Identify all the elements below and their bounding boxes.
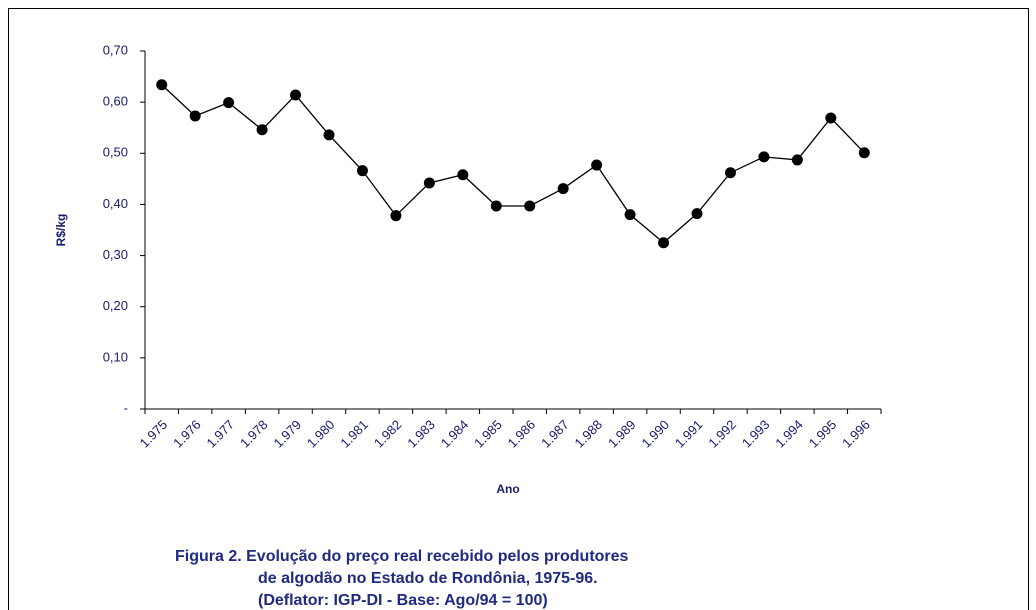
point — [189, 110, 201, 122]
x-tick-label: 1.988 — [572, 417, 606, 451]
x-tick-label: 1.983 — [404, 417, 438, 451]
x-tick-label: 1.981 — [337, 417, 371, 451]
point — [791, 154, 803, 166]
y-axis-title: R$/kg — [54, 214, 68, 247]
x-tick-label: 1.980 — [304, 417, 338, 451]
y-tick-label: 0,30 — [103, 247, 128, 262]
point — [490, 200, 502, 212]
x-tick-label: 1.987 — [538, 417, 572, 451]
x-axis-title: Ano — [496, 482, 519, 496]
caption: de algodão no Estado de Rondônia, 1975-9… — [258, 570, 598, 587]
point — [524, 200, 536, 212]
x-tick-label: 1.991 — [672, 417, 706, 451]
point — [423, 177, 435, 189]
x-tick-label: 1.993 — [739, 417, 773, 451]
point — [290, 89, 302, 101]
caption: Figura 2. Evolução do preço real recebid… — [175, 548, 629, 565]
y-tick-label: 0,10 — [103, 349, 128, 364]
y-tick-label: 0,50 — [103, 145, 128, 160]
x-tick-label: 1.992 — [705, 417, 739, 451]
point — [223, 97, 235, 109]
y-tick-label: 0,40 — [103, 196, 128, 211]
x-tick-label: 1.984 — [438, 417, 472, 451]
y-tick-label: - — [124, 400, 128, 415]
point — [591, 159, 603, 171]
x-tick-label: 1.975 — [137, 417, 171, 451]
x-tick-label: 1.976 — [170, 417, 204, 451]
x-tick-label: 1.996 — [839, 417, 873, 451]
x-tick-label: 1.978 — [237, 417, 271, 451]
x-tick-label: 1.986 — [505, 417, 539, 451]
point — [624, 209, 636, 221]
point — [825, 112, 837, 124]
point — [390, 210, 402, 222]
point — [658, 237, 670, 249]
caption: (Deflator: IGP-DI - Base: Ago/94 = 100) — [258, 592, 548, 609]
x-tick-label: 1.989 — [605, 417, 639, 451]
point — [758, 151, 770, 163]
x-tick-label: 1.979 — [270, 417, 304, 451]
point — [724, 167, 736, 179]
point — [557, 183, 569, 195]
x-tick-label: 1.990 — [638, 417, 672, 451]
point — [323, 129, 335, 141]
y-tick-label: 0,70 — [103, 42, 128, 57]
frame — [8, 8, 1029, 610]
x-tick-label: 1.982 — [371, 417, 405, 451]
x-tick-label: 1.995 — [806, 417, 840, 451]
point — [457, 169, 469, 181]
y-tick-label: 0,20 — [103, 298, 128, 313]
point — [356, 165, 368, 177]
point — [691, 208, 703, 220]
point — [256, 124, 268, 136]
y-tick-label: 0,60 — [103, 94, 128, 109]
point — [156, 79, 168, 91]
line — [161, 84, 865, 244]
point — [858, 147, 870, 159]
x-tick-label: 1.994 — [772, 417, 806, 451]
x-tick-label: 1.977 — [204, 417, 238, 451]
x-tick-label: 1.985 — [471, 417, 505, 451]
